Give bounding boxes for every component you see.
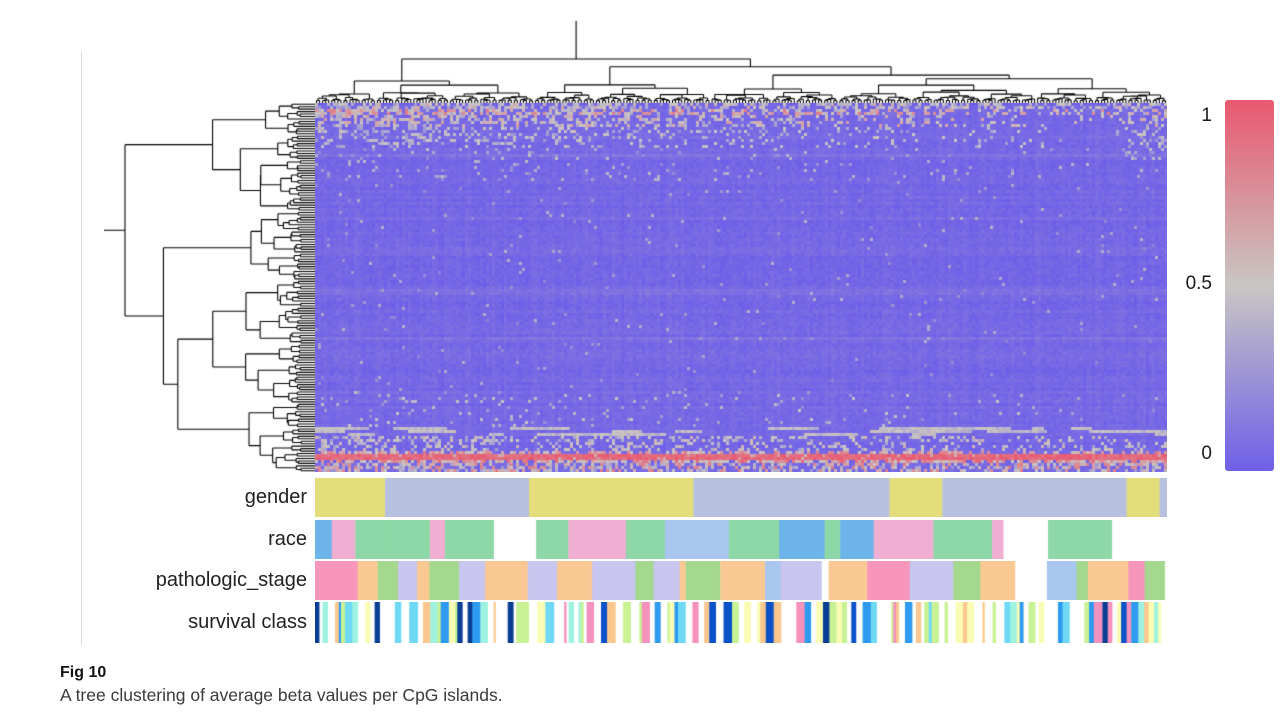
annotation-label-race: race bbox=[268, 528, 307, 550]
left-border-line bbox=[81, 52, 82, 645]
annotation-label-pathologic-stage: pathologic_stage bbox=[155, 569, 307, 591]
colorbar-gradient bbox=[1225, 100, 1274, 471]
race-annotation-track bbox=[315, 520, 1167, 559]
figure-label: Fig 10 bbox=[60, 664, 107, 681]
survival-class-annotation-track bbox=[315, 602, 1167, 643]
row-dendrogram bbox=[104, 103, 315, 472]
colorbar-tick-0-5: 0.5 bbox=[1185, 273, 1212, 294]
column-dendrogram bbox=[315, 18, 1167, 103]
figure-caption: A tree clustering of average beta values… bbox=[60, 685, 503, 705]
pathologic-stage-annotation-track bbox=[315, 561, 1167, 600]
annotation-label-survival-class: survival class bbox=[188, 611, 307, 633]
colorbar-tick-0: 0 bbox=[1201, 443, 1212, 464]
heatmap-canvas bbox=[315, 103, 1167, 472]
annotation-label-gender: gender bbox=[244, 486, 307, 508]
colorbar-tick-1: 1 bbox=[1201, 105, 1212, 126]
gender-annotation-track bbox=[315, 478, 1167, 517]
